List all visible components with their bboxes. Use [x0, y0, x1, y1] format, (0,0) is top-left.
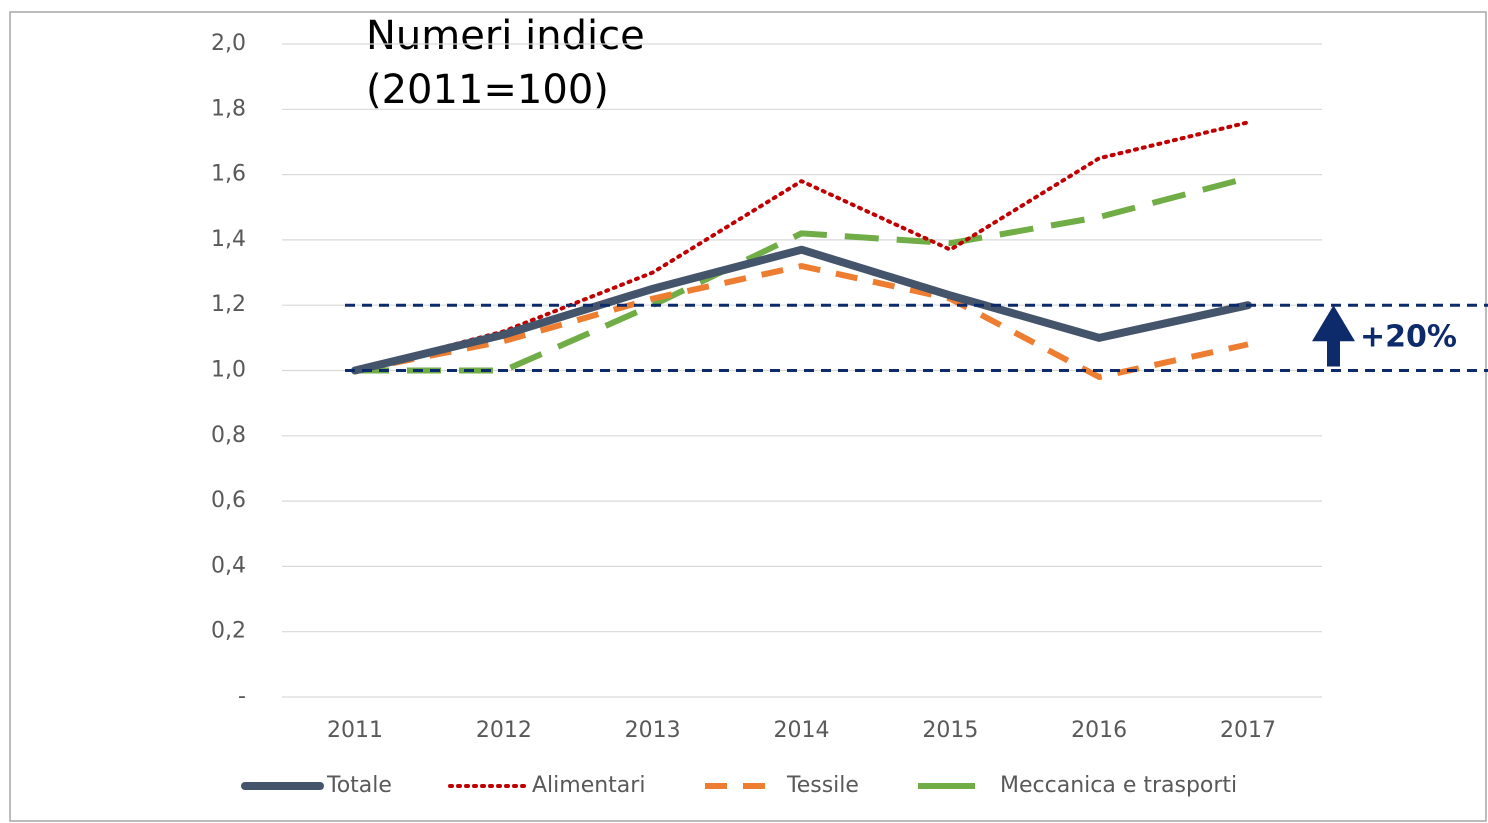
x-tick-label: 2015 [922, 718, 978, 743]
y-tick-label: 0,6 [211, 488, 246, 513]
x-tick-label: 2017 [1220, 718, 1276, 743]
series-line [354, 263, 1249, 381]
y-tick-label: 1,4 [211, 227, 246, 252]
y-tick-label: - [238, 684, 246, 709]
legend-label: Tessile [786, 773, 859, 798]
y-tick-label: 1,0 [211, 358, 246, 383]
x-tick-label: 2011 [327, 718, 383, 743]
y-tick-label: 1,2 [211, 292, 246, 317]
y-tick-label: 2,0 [211, 31, 246, 56]
legend-label: Alimentari [532, 773, 645, 798]
x-tick-label: 2012 [476, 718, 532, 743]
chart-subtitle: (2011=100) [366, 67, 609, 113]
x-tick-label: 2014 [774, 718, 830, 743]
y-tick-label: 0,2 [211, 619, 246, 644]
chart-title: Numeri indice [366, 13, 645, 59]
y-tick-label: 1,8 [211, 96, 246, 121]
arrow-shaft [1327, 335, 1340, 367]
frame [9, 11, 1487, 822]
y-tick-label: 0,4 [211, 553, 246, 578]
legend-label: Totale [326, 773, 392, 798]
series-line [351, 245, 1252, 375]
series-line [355, 174, 1249, 374]
annotation-text: +20% [1360, 319, 1457, 354]
arrow-head [1312, 305, 1355, 342]
y-tick-label: 1,6 [211, 162, 246, 187]
y-tick-label: 0,8 [211, 423, 246, 448]
x-tick-label: 2013 [625, 718, 681, 743]
legend-label: Meccanica e trasporti [1000, 773, 1237, 798]
x-tick-label: 2016 [1071, 718, 1127, 743]
